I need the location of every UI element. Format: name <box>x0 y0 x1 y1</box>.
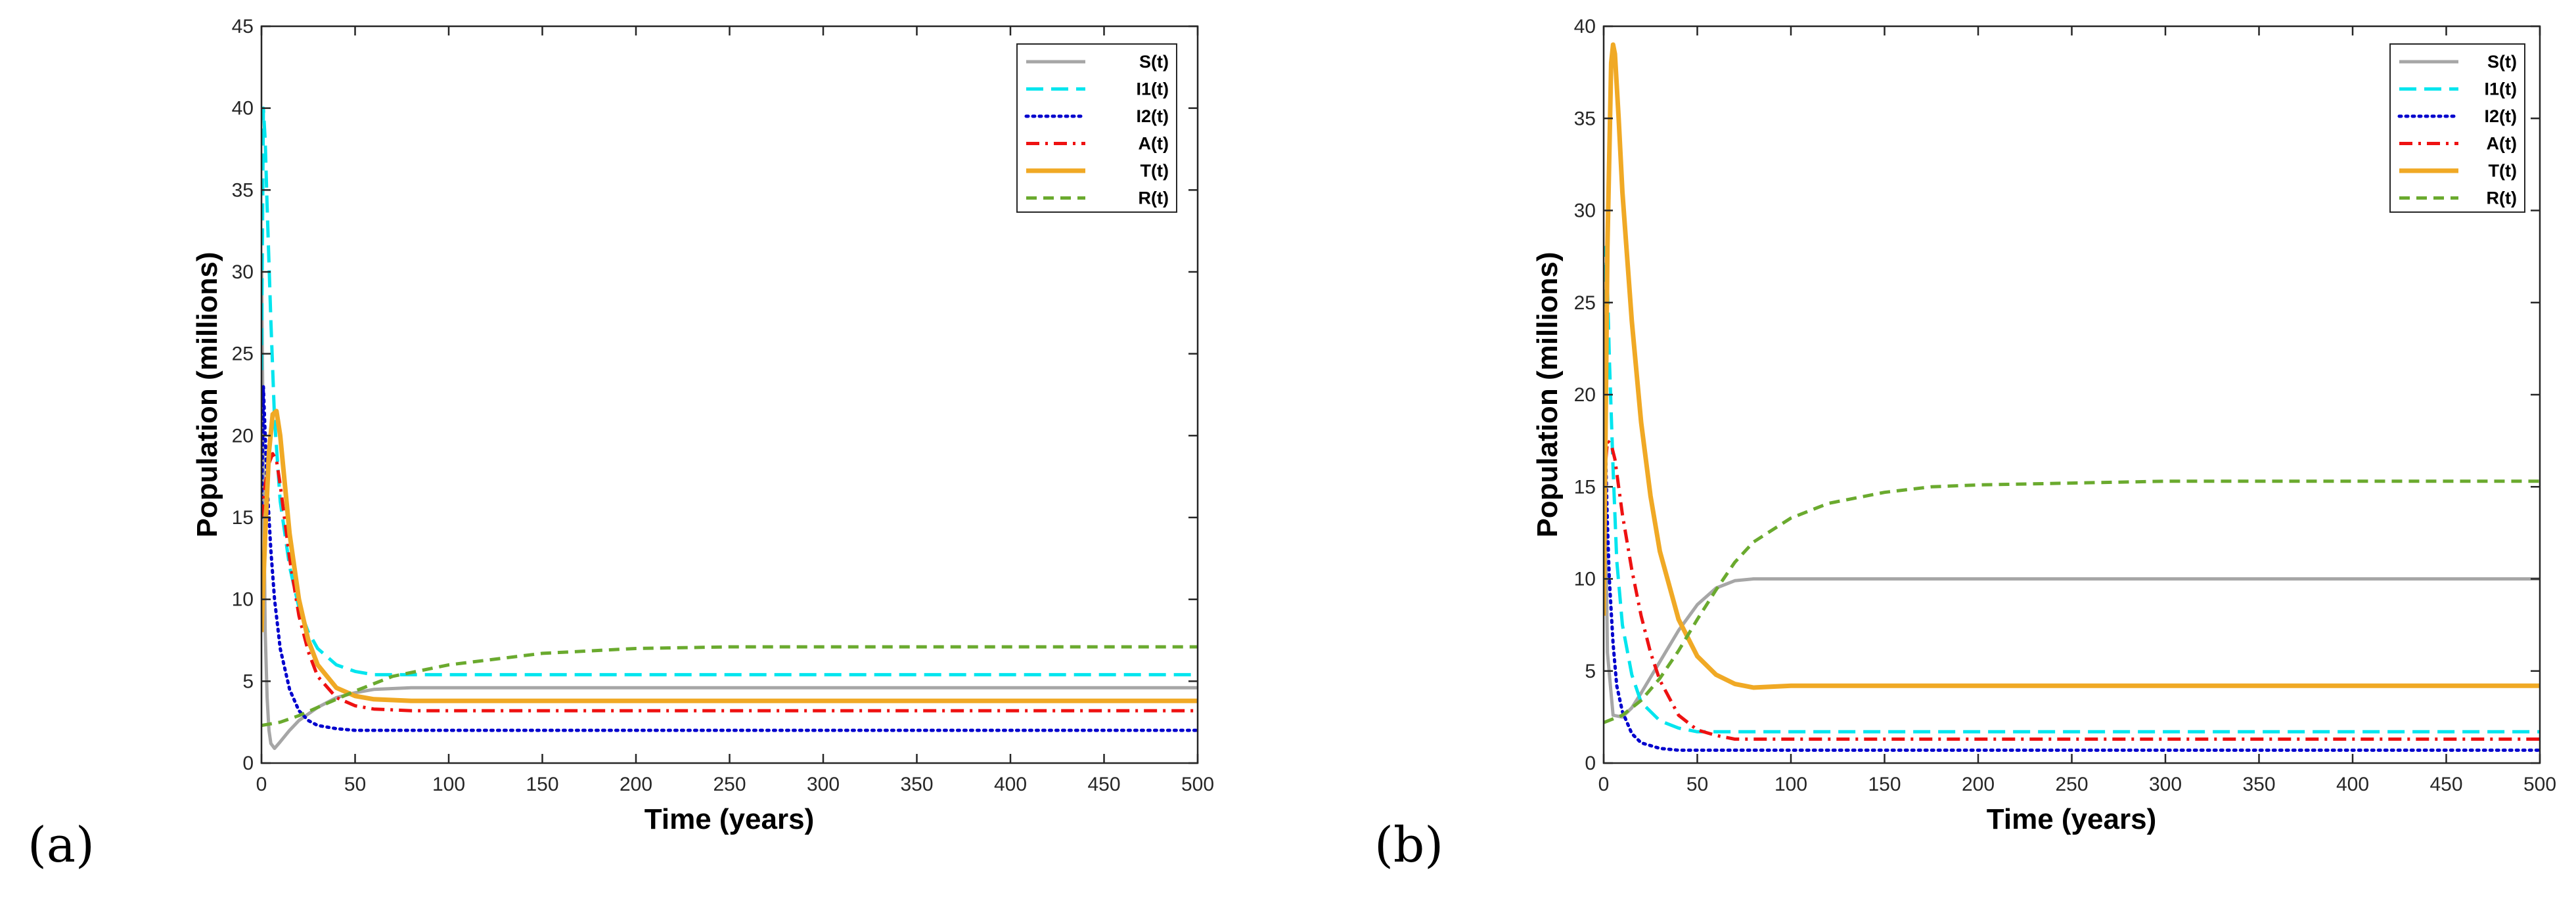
panel-a-y-tick-label: 25 <box>232 343 254 365</box>
panel-b-x-tick-label: 300 <box>2149 774 2182 795</box>
panel-b-y-tick-label: 10 <box>1574 569 1596 590</box>
panel-a-y-tick-label: 35 <box>232 179 254 201</box>
panel-b-x-tick-label: 100 <box>1774 774 1807 795</box>
panel-b-y-tick-label: 30 <box>1574 200 1596 222</box>
panel-b-series-at-line <box>1604 439 2540 741</box>
panel-b-series-st-line <box>1604 357 2540 719</box>
panel-a-x-tick-label: 350 <box>900 774 933 795</box>
panel-a-series-tt-line <box>261 408 1198 703</box>
panel-a-y-axis-title: Population (millions) <box>191 252 223 537</box>
panel-b-legend-label: A(t) <box>2487 134 2517 154</box>
panel-b-x-tick-label: 0 <box>1598 774 1610 795</box>
panel-a-legend-label: A(t) <box>1139 134 1169 154</box>
panel-b-legend-box <box>2389 43 2525 213</box>
panel-b-x-ticks: 0 50 100 150 200 250 300 350 400 450 500 <box>1598 26 2556 795</box>
panel-a-x-axis-title: Time (years) <box>644 803 814 835</box>
panel-b-y-ticks: 0 5 10 15 20 25 30 35 40 <box>1574 16 2540 774</box>
panel-a-x-tick-label: 0 <box>256 774 267 795</box>
panel-b-x-tick-label: 200 <box>1962 774 1995 795</box>
panel-b-x-axis-title: Time (years) <box>1987 803 2156 835</box>
panel-a-x-tick-label: 50 <box>344 774 366 795</box>
panel-a-label: (a) <box>28 817 95 873</box>
panel-b-series-rt-line <box>1604 479 2540 724</box>
panel-b-series-i1t-line <box>1604 246 2540 734</box>
panel-b-legend-label: I1(t) <box>2485 79 2518 99</box>
panel-b-chart: 0 5 10 15 20 25 30 35 40 0 50 100 150 200 250 300 350 40… <box>1531 16 2556 835</box>
panel-a-x-tick-label: 200 <box>620 774 652 795</box>
panel-b-y-tick-label: 0 <box>1585 753 1596 774</box>
panel-b-label: (b) <box>1374 817 1443 873</box>
panel-a-legend: S(t) I1(t) I2(t) A(t) T(t) R(t) <box>1016 43 1177 213</box>
panel-a-legend-box <box>1016 43 1177 213</box>
panel-a-series-i1t-line <box>261 106 1198 676</box>
panel-b-legend-label: R(t) <box>2487 188 2517 208</box>
panel-b-legend-label: S(t) <box>2487 52 2517 72</box>
panel-a-y-tick-label: 15 <box>232 507 254 529</box>
panel-a-x-tick-label: 300 <box>807 774 840 795</box>
panel-b-y-tick-label: 35 <box>1574 108 1596 129</box>
panel-a-y-tick-label: 0 <box>242 753 254 774</box>
panel-b-x-tick-label: 50 <box>1686 774 1708 795</box>
panel-a-y-tick-label: 5 <box>242 670 254 692</box>
panel-b-series-tt-line <box>1604 42 2540 690</box>
panel-a-x-tick-label: 100 <box>432 774 465 795</box>
panel-b-legend-label: T(t) <box>2489 161 2517 181</box>
panel-b-x-tick-label: 250 <box>2055 774 2088 795</box>
panel-a-legend-label: T(t) <box>1141 161 1169 181</box>
panel-a-curves <box>261 106 1198 751</box>
panel-a-chart: 0 5 10 15 20 25 30 35 40 45 0 50 100 150 200 250 300 350… <box>191 16 1214 835</box>
panel-a-y-tick-label: 40 <box>232 98 254 120</box>
panel-b-y-tick-label: 5 <box>1585 661 1596 682</box>
panel-b-legend: S(t) I1(t) I2(t) A(t) T(t) R(t) <box>2389 43 2525 213</box>
panel-b-x-tick-label: 350 <box>2242 774 2275 795</box>
panel-b-y-tick-label: 25 <box>1574 292 1596 314</box>
panel-a-x-ticks: 0 50 100 150 200 250 300 350 400 450 500 <box>256 26 1214 795</box>
panel-a-legend-label: S(t) <box>1139 52 1169 72</box>
panel-b-x-tick-label: 500 <box>2523 774 2556 795</box>
panel-b-x-tick-label: 450 <box>2429 774 2462 795</box>
panel-a-x-tick-label: 250 <box>713 774 746 795</box>
panel-a-y-tick-label: 45 <box>232 16 254 37</box>
panel-a-series-at-line <box>261 452 1198 713</box>
panel-a-legend-label: I2(t) <box>1137 106 1169 126</box>
panel-b-x-tick-label: 400 <box>2336 774 2369 795</box>
panel-a-y-tick-label: 10 <box>232 589 254 611</box>
panel-a-y-ticks: 0 5 10 15 20 25 30 35 40 45 <box>232 16 1198 774</box>
panel-a-x-tick-label: 400 <box>994 774 1027 795</box>
panel-a-series-rt-line <box>261 645 1198 728</box>
panel-b-x-tick-label: 150 <box>1868 774 1901 795</box>
panel-a-x-tick-label: 450 <box>1087 774 1120 795</box>
panel-a-y-tick-label: 20 <box>232 425 254 447</box>
panel-a-y-tick-label: 30 <box>232 261 254 283</box>
panel-a-legend-label: I1(t) <box>1137 79 1169 99</box>
panel-b-series-i2t-line <box>1604 448 2540 752</box>
panel-b-legend-label: I2(t) <box>2485 106 2518 126</box>
panel-b-y-tick-label: 15 <box>1574 476 1596 498</box>
panel-a-x-tick-label: 500 <box>1181 774 1214 795</box>
panel-a-series-i2t-line <box>261 385 1198 732</box>
panel-b-y-axis-title: Population (millions) <box>1531 252 1564 537</box>
panel-a-x-tick-label: 150 <box>526 774 558 795</box>
panel-a-legend-label: R(t) <box>1139 188 1169 208</box>
panel-b-curves <box>1604 42 2540 752</box>
panel-b-y-tick-label: 20 <box>1574 384 1596 406</box>
panel-b-y-tick-label: 40 <box>1574 16 1596 37</box>
